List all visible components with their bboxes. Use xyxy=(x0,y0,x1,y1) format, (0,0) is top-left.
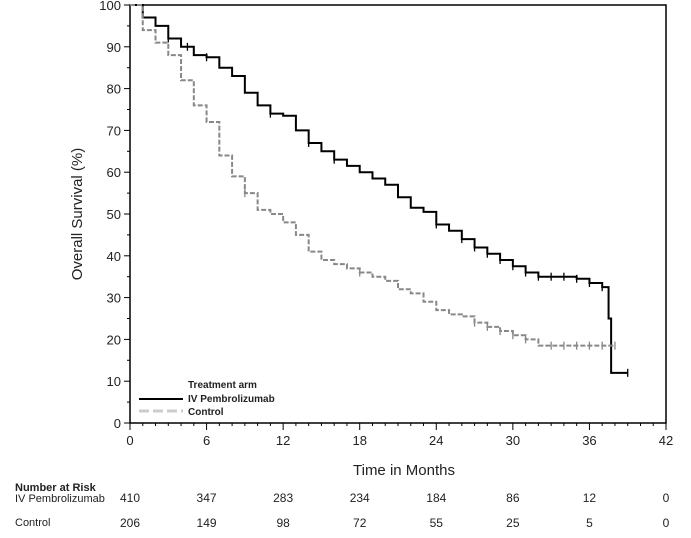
risk-value: 98 xyxy=(276,516,290,530)
legend-label-control: Control xyxy=(188,407,224,418)
risk-table-title: Number at Risk xyxy=(15,482,97,494)
risk-value: 149 xyxy=(197,516,217,530)
risk-value: 347 xyxy=(197,491,217,505)
x-tick-label: 36 xyxy=(582,433,596,448)
x-tick-label: 42 xyxy=(659,433,673,448)
x-tick-label: 30 xyxy=(506,433,520,448)
x-tick-label: 6 xyxy=(203,433,210,448)
risk-value: 25 xyxy=(506,516,520,530)
x-axis-label: Time in Months xyxy=(353,462,455,479)
risk-value: 86 xyxy=(506,491,520,505)
risk-row-label-pembrolizumab: IV Pembrolizumab xyxy=(15,493,105,505)
legend-title: Treatment arm xyxy=(188,380,257,391)
y-tick-label: 80 xyxy=(107,82,121,97)
y-tick-label: 90 xyxy=(107,40,121,55)
risk-value: 0 xyxy=(663,516,670,530)
y-tick-label: 60 xyxy=(107,165,121,180)
y-axis-label: Overall Survival (%) xyxy=(69,148,86,281)
y-tick-label: 50 xyxy=(107,207,121,222)
risk-row-label-control: Control xyxy=(15,517,50,529)
risk-value: 184 xyxy=(426,491,446,505)
risk-value: 410 xyxy=(120,491,140,505)
risk-value: 55 xyxy=(430,516,444,530)
y-tick-label: 100 xyxy=(99,0,121,13)
risk-table: Number at Risk IV Pembrolizumab Control … xyxy=(15,482,670,530)
risk-value: 234 xyxy=(350,491,370,505)
y-tick-label: 70 xyxy=(107,123,121,138)
risk-value: 72 xyxy=(353,516,367,530)
risk-value: 283 xyxy=(273,491,293,505)
plot-frame xyxy=(129,4,667,424)
curve-pembrolizumab xyxy=(130,4,628,374)
survival-curves xyxy=(130,4,629,377)
legend-label-pembrolizumab: IV Pembrolizumab xyxy=(188,394,275,405)
curve-control xyxy=(130,4,615,347)
y-tick-label: 30 xyxy=(107,291,121,306)
legend: Treatment arm IV Pembrolizumab Control xyxy=(139,380,275,418)
risk-value: 206 xyxy=(120,516,140,530)
y-tick-label: 0 xyxy=(114,416,121,431)
risk-value: 0 xyxy=(663,491,670,505)
y-tick-label: 40 xyxy=(107,249,121,264)
x-tick-label: 12 xyxy=(276,433,290,448)
x-tick-label: 18 xyxy=(352,433,366,448)
y-tick-label: 10 xyxy=(107,374,121,389)
x-tick-label: 0 xyxy=(126,433,133,448)
risk-value: 12 xyxy=(583,491,597,505)
y-tick-label: 20 xyxy=(107,332,121,347)
axes: 0 6 12 18 24 30 36 42 0 10 20 30 40 50 60 70 80 90 100 xyxy=(99,0,673,448)
x-tick-label: 24 xyxy=(429,433,443,448)
risk-value: 5 xyxy=(586,516,593,530)
